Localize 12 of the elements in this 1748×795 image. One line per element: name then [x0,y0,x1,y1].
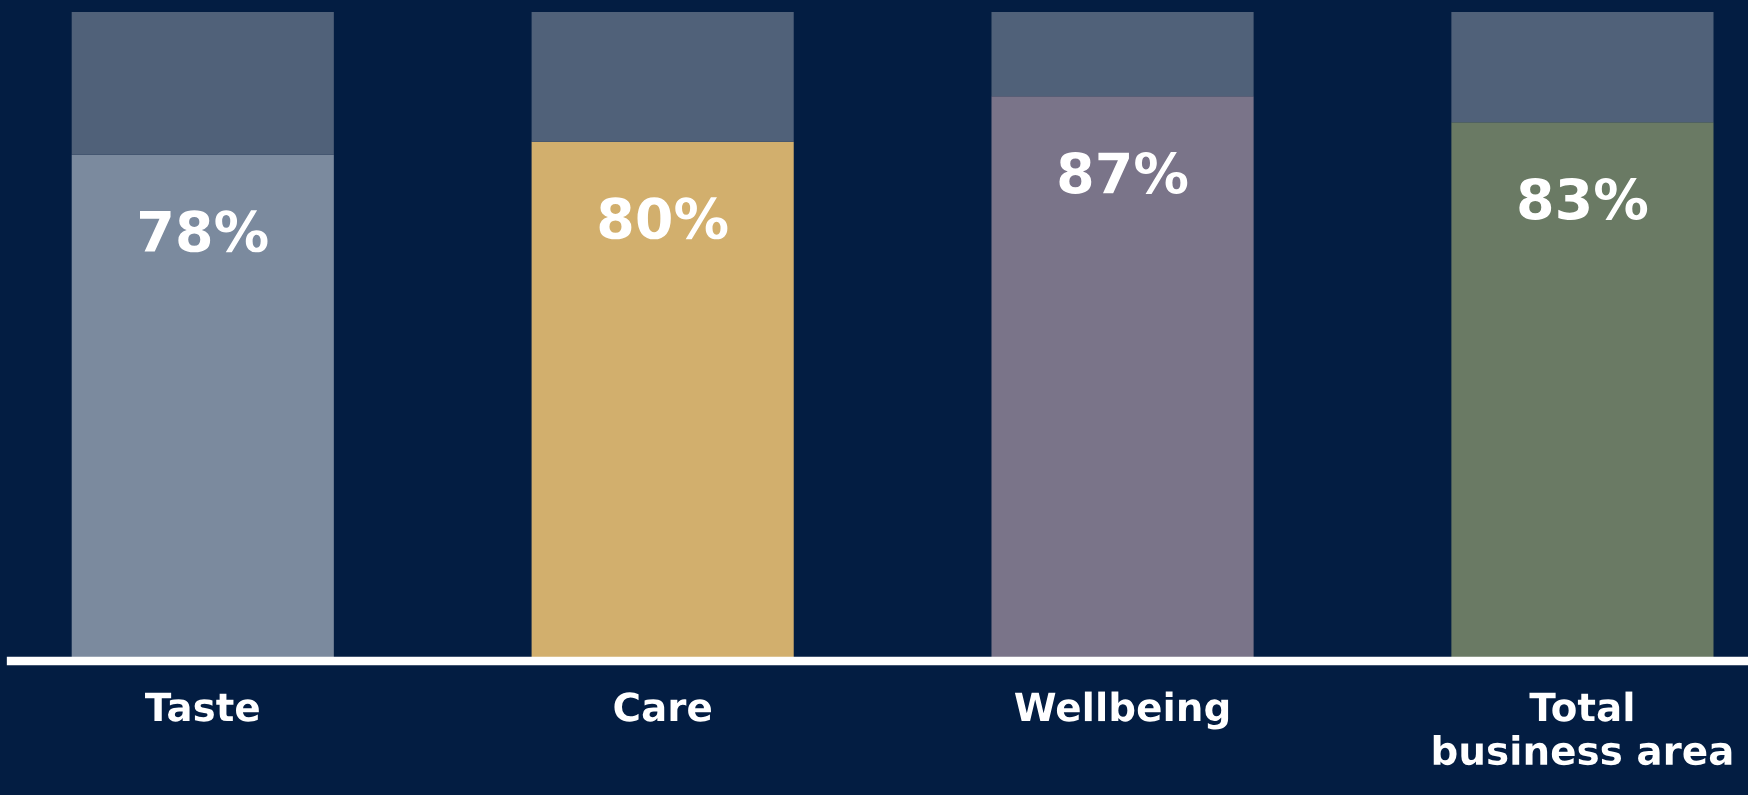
x-tick-label: Taste [145,692,259,722]
data-label: 78% [140,210,268,253]
bar [71,12,334,155]
x-tick-label: Wellbeing [1014,691,1229,730]
data-label: 87% [1059,151,1188,194]
bar [991,12,1254,97]
data-label: 80% [599,197,728,240]
x-tick-label: Care [614,692,711,722]
x-tick-label: Total business area [1433,691,1732,766]
data-label: 83% [1519,177,1648,220]
bar [531,12,794,142]
bar [1451,12,1714,123]
